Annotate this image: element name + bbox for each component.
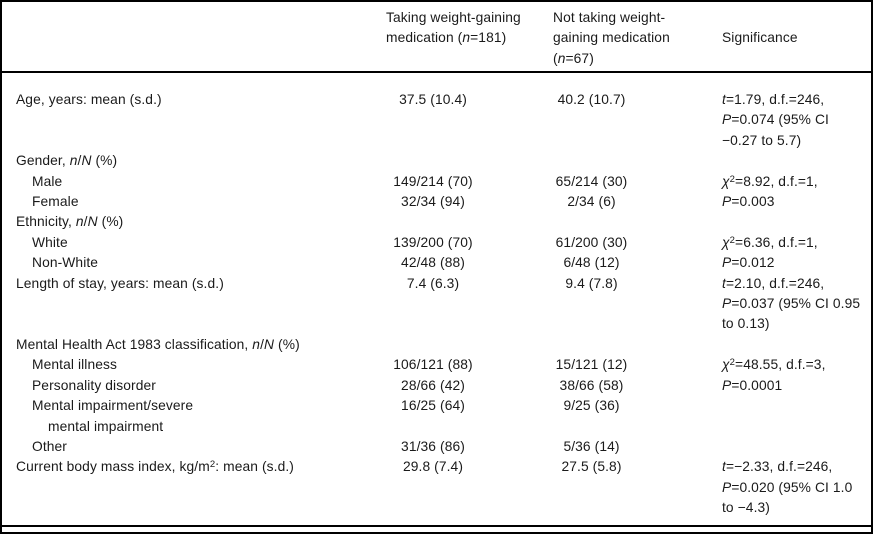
- row-label: Mental impairment/severe mental impairme…: [32, 398, 194, 434]
- table-row-female: Female 32/34 (94) 2/34 (6) P=0.003: [2, 192, 871, 212]
- value-taking: 16/25 (64): [401, 398, 465, 414]
- row-label: Gender, n/N (%): [16, 153, 118, 169]
- table-row-age: Age, years: mean (s.d.) 37.5 (10.4) 40.2…: [2, 90, 871, 151]
- value-taking: 42/48 (88): [401, 255, 465, 271]
- value-not-taking: 15/121 (12): [555, 357, 628, 373]
- row-label: Mental Health Act 1983 classification, n…: [16, 336, 300, 352]
- value-not-taking: 6/48 (12): [563, 255, 620, 271]
- value-not-taking: 5/36 (14): [563, 438, 620, 454]
- significance-cell: t=1.79, d.f.=246, P=0.074 (95% CI −0.27 …: [722, 92, 829, 148]
- value-not-taking: 40.2 (10.7): [557, 92, 626, 107]
- significance-cell: P=0.0001: [722, 377, 783, 393]
- significance-cell: χ2=8.92, d.f.=1,: [722, 173, 818, 189]
- column-header-significance: Significance: [722, 30, 798, 46]
- table-row-ethnicity-group: Ethnicity, n/N (%): [2, 212, 871, 232]
- row-label: Other: [32, 438, 68, 454]
- header-line: (n=67): [553, 50, 594, 66]
- column-header-taking-medication: Taking weight-gaining medication (n=181): [386, 8, 553, 49]
- table-row-personality-disorder: Personality disorder 28/66 (42) 38/66 (5…: [2, 376, 871, 396]
- value-not-taking: 27.5 (5.8): [561, 459, 622, 475]
- significance-cell: χ2=6.36, d.f.=1,: [722, 234, 818, 250]
- row-label: Female: [32, 194, 79, 210]
- value-not-taking: 9/25 (36): [563, 398, 620, 414]
- value-not-taking: 2/34 (6): [567, 194, 616, 210]
- significance-cell: P=0.012: [722, 255, 775, 271]
- row-label: Personality disorder: [32, 377, 156, 393]
- table-row-length-of-stay: Length of stay, years: mean (s.d.) 7.4 (…: [2, 274, 871, 335]
- significance-cell: t=2.10, d.f.=246, P=0.037 (95% CI 0.95 t…: [722, 275, 861, 332]
- header-line: Taking weight-gaining: [386, 10, 521, 25]
- row-label: Current body mass index, kg/m2: mean (s.…: [16, 459, 294, 475]
- table-row-bmi: Current body mass index, kg/m2: mean (s.…: [2, 457, 871, 518]
- significance-cell: t=−2.33, d.f.=246, P=0.020 (95% CI 1.0 t…: [722, 459, 853, 516]
- row-label: White: [32, 234, 68, 250]
- table-row-non-white: Non-White 42/48 (88) 6/48 (12) P=0.012: [2, 253, 871, 273]
- value-not-taking: 9.4 (7.8): [565, 275, 618, 291]
- header-line: Not taking weight-: [553, 10, 666, 25]
- value-taking: 31/36 (86): [401, 438, 465, 454]
- value-not-taking: 38/66 (58): [559, 377, 624, 393]
- table-row-white: White 139/200 (70) 61/200 (30) χ2=6.36, …: [2, 233, 871, 253]
- value-taking: 28/66 (42): [401, 377, 465, 393]
- header-line: gaining medication: [553, 30, 670, 46]
- table-header-row: Taking weight-gaining medication (n=181)…: [2, 0, 871, 71]
- table-row-gender-group: Gender, n/N (%): [2, 151, 871, 171]
- value-taking: 29.8 (7.4): [402, 459, 464, 475]
- value-taking: 32/34 (94): [401, 194, 465, 210]
- significance-cell: χ2=48.55, d.f.=3,: [722, 357, 826, 373]
- value-taking: 139/200 (70): [393, 234, 473, 250]
- value-taking: 149/214 (70): [393, 173, 473, 189]
- value-not-taking: 65/214 (30): [555, 173, 628, 189]
- significance-cell: P=0.003: [722, 194, 775, 210]
- row-label: Non-White: [32, 255, 99, 271]
- value-taking: 37.5 (10.4): [399, 92, 467, 107]
- table-row-mha-group: Mental Health Act 1983 classification, n…: [2, 335, 871, 355]
- row-label: Ethnicity, n/N (%): [16, 214, 124, 230]
- table-row-mental-illness: Mental illness 106/121 (88) 15/121 (12) …: [2, 355, 871, 375]
- value-not-taking: 61/200 (30): [555, 234, 628, 250]
- table-body: Age, years: mean (s.d.) 37.5 (10.4) 40.2…: [2, 71, 871, 519]
- header-line: medication (n=181): [386, 30, 507, 46]
- value-taking: 7.4 (6.3): [406, 275, 460, 291]
- header-separator-rule: [2, 71, 871, 73]
- table-row-mental-impairment: Mental impairment/severe mental impairme…: [2, 396, 871, 437]
- value-taking: 106/121 (88): [393, 357, 473, 373]
- top-rule: [2, 0, 871, 2]
- bottom-edge-rule: [2, 532, 871, 534]
- bottom-rule: [2, 525, 871, 527]
- row-label: Age, years: mean (s.d.): [16, 92, 162, 107]
- row-label: Male: [32, 173, 63, 189]
- table-row-other: Other 31/36 (86) 5/36 (14): [2, 437, 871, 457]
- table-row-male: Male 149/214 (70) 65/214 (30) χ2=8.92, d…: [2, 172, 871, 192]
- row-label: Mental illness: [32, 357, 117, 373]
- column-header-not-taking-medication: Not taking weight- gaining medication (n…: [553, 8, 722, 69]
- row-label: Length of stay, years: mean (s.d.): [16, 275, 224, 291]
